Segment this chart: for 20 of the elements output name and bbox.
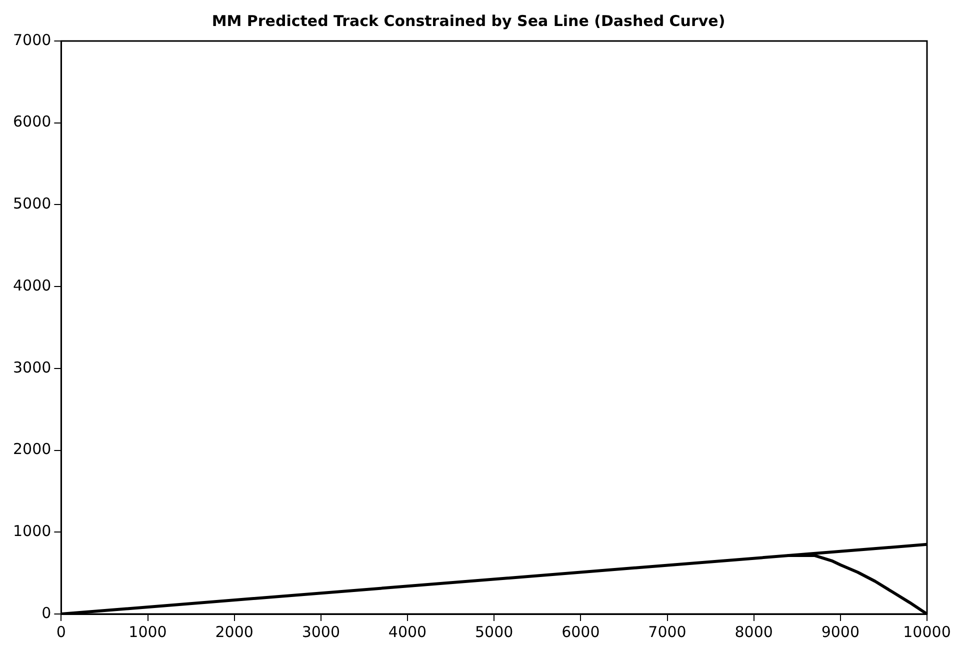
x-tick-label: 3000: [302, 622, 340, 641]
y-tick-label: 7000: [12, 30, 52, 49]
x-tick-label: 2000: [215, 622, 254, 641]
x-tick-label: 1000: [128, 622, 167, 641]
x-tick-label: 10000: [903, 622, 951, 641]
y-tick-label: 3000: [12, 358, 52, 376]
y-tick-label: 6000: [12, 112, 52, 131]
x-tick-label: 4000: [388, 622, 427, 641]
y-tick-label: 2000: [12, 440, 52, 458]
x-tick-label: 6000: [562, 622, 600, 641]
y-tick-label: 5000: [12, 194, 52, 213]
y-tick-label: 1000: [12, 522, 52, 540]
x-tick-label: 8000: [734, 622, 773, 641]
y-tick-label: 4000: [12, 276, 52, 294]
x-tick-label: 7000: [648, 622, 686, 641]
x-tick-label: 0: [56, 622, 66, 641]
x-tick-label: 5000: [474, 622, 514, 641]
chart-title: MM Predicted Track Constrained by Sea Line (Dashed Curve): [212, 12, 726, 30]
y-tick-label: 0: [42, 604, 52, 622]
x-tick-label: 9000: [821, 622, 860, 641]
